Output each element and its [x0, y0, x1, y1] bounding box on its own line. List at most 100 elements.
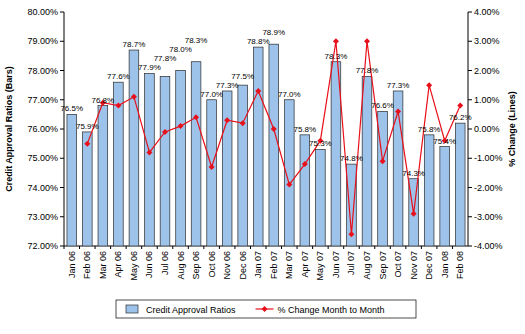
legend-box — [116, 300, 416, 318]
x-tick — [234, 246, 235, 249]
x-tick-label: Feb 06 — [82, 251, 92, 279]
bar — [176, 71, 186, 247]
line — [87, 41, 460, 234]
x-tick-label: May 07 — [315, 251, 325, 281]
data-label: 76.5% — [60, 104, 83, 113]
data-label: 77.5% — [231, 72, 254, 81]
marker — [364, 38, 370, 44]
data-label: 77.6% — [107, 72, 130, 81]
data-label: 77.8% — [154, 54, 177, 63]
marker — [302, 161, 308, 167]
data-label: 75.4% — [433, 137, 456, 146]
y2-tick — [468, 41, 472, 42]
data-label: 77.3% — [216, 81, 239, 90]
marker — [178, 123, 184, 129]
data-label: 76.2% — [449, 113, 472, 122]
x-tick-label: Jul 06 — [160, 251, 170, 275]
x-tick-label: Jan 07 — [253, 251, 263, 278]
marker — [131, 94, 137, 100]
data-label: 77.0% — [278, 90, 301, 99]
marker — [271, 126, 277, 132]
legend-label: Credit Approval Ratios — [146, 305, 236, 315]
legend: Credit Approval Ratios% Change Month to … — [116, 300, 416, 318]
y-tick-label: 74.00% — [27, 183, 58, 193]
y-tick — [60, 187, 64, 188]
x-tick — [79, 246, 80, 249]
x-tick — [95, 246, 96, 249]
y2-tick-label: 1.00% — [474, 95, 500, 105]
chart: 72.00%73.00%74.00%75.00%76.00%77.00%78.0… — [0, 0, 525, 334]
x-tick — [250, 246, 251, 249]
y2-tick-label: 2.00% — [474, 66, 500, 76]
y2-tick-label: 4.00% — [474, 7, 500, 17]
y2-tick-label: 0.00% — [474, 124, 500, 134]
marker — [348, 231, 354, 237]
data-label: 77.8% — [356, 66, 379, 75]
x-tick-label: Oct 07 — [393, 251, 403, 278]
marker — [380, 158, 386, 164]
bar — [440, 147, 450, 246]
x-tick-label: Sep 07 — [378, 251, 388, 280]
y2-tick-label: -4.00% — [474, 241, 503, 251]
y-tick — [60, 70, 64, 71]
bar — [269, 44, 279, 246]
x-tick-label: Mar 07 — [284, 251, 294, 279]
y2-tick — [468, 246, 472, 247]
y2-tick — [468, 158, 472, 159]
marker — [162, 129, 168, 135]
marker — [193, 114, 199, 120]
y-tick — [60, 158, 64, 159]
x-tick-label: Apr 07 — [300, 251, 310, 278]
bar — [347, 164, 357, 246]
data-label: 78.8% — [247, 37, 270, 46]
x-tick — [281, 246, 282, 249]
data-label: 74.3% — [402, 169, 425, 178]
marker — [146, 149, 152, 155]
marker — [115, 103, 121, 109]
x-tick — [328, 246, 329, 249]
y2-tick-label: 3.00% — [474, 36, 500, 46]
x-tick — [126, 246, 127, 249]
x-tick-label: May 06 — [129, 251, 139, 281]
legend-marker — [262, 306, 268, 312]
bar — [316, 149, 326, 246]
marker — [426, 82, 432, 88]
y2-tick-label: -3.00% — [474, 212, 503, 222]
x-tick — [172, 246, 173, 249]
y2-axis-title: % Change (Lines) — [507, 91, 517, 167]
bar — [145, 73, 155, 246]
x-tick — [343, 246, 344, 249]
y2-tick — [468, 129, 472, 130]
y2-tick — [468, 99, 472, 100]
y-tick-label: 75.00% — [27, 153, 58, 163]
y-tick — [60, 12, 64, 13]
x-tick-label: Oct 06 — [207, 251, 217, 278]
x-tick-label: Jun 06 — [144, 251, 154, 278]
x-tick — [203, 246, 204, 249]
x-tick-label: Nov 06 — [222, 251, 232, 280]
y2-tick — [468, 187, 472, 188]
bar — [253, 47, 263, 246]
marker — [333, 38, 339, 44]
y2-tick-label: -2.00% — [474, 183, 503, 193]
x-tick — [312, 246, 313, 249]
marker — [224, 117, 230, 123]
marker — [395, 108, 401, 114]
marker — [457, 103, 463, 109]
marker — [240, 120, 246, 126]
data-label: 77.3% — [387, 81, 410, 90]
bar — [67, 114, 77, 246]
data-label: 76.6% — [371, 101, 394, 110]
x-tick-label: Sep 06 — [191, 251, 201, 280]
y-tick-label: 78.00% — [27, 66, 58, 76]
x-tick-label: Aug 06 — [176, 251, 186, 280]
bar — [424, 135, 434, 246]
data-label: 78.0% — [169, 45, 192, 54]
x-tick-label: Aug 07 — [362, 251, 372, 280]
bar — [98, 106, 108, 246]
x-tick — [405, 246, 406, 249]
data-label: 74.8% — [340, 154, 363, 163]
data-label: 75.8% — [418, 125, 441, 134]
x-tick-label: Mar 06 — [98, 251, 108, 279]
data-label: 75.8% — [294, 125, 317, 134]
